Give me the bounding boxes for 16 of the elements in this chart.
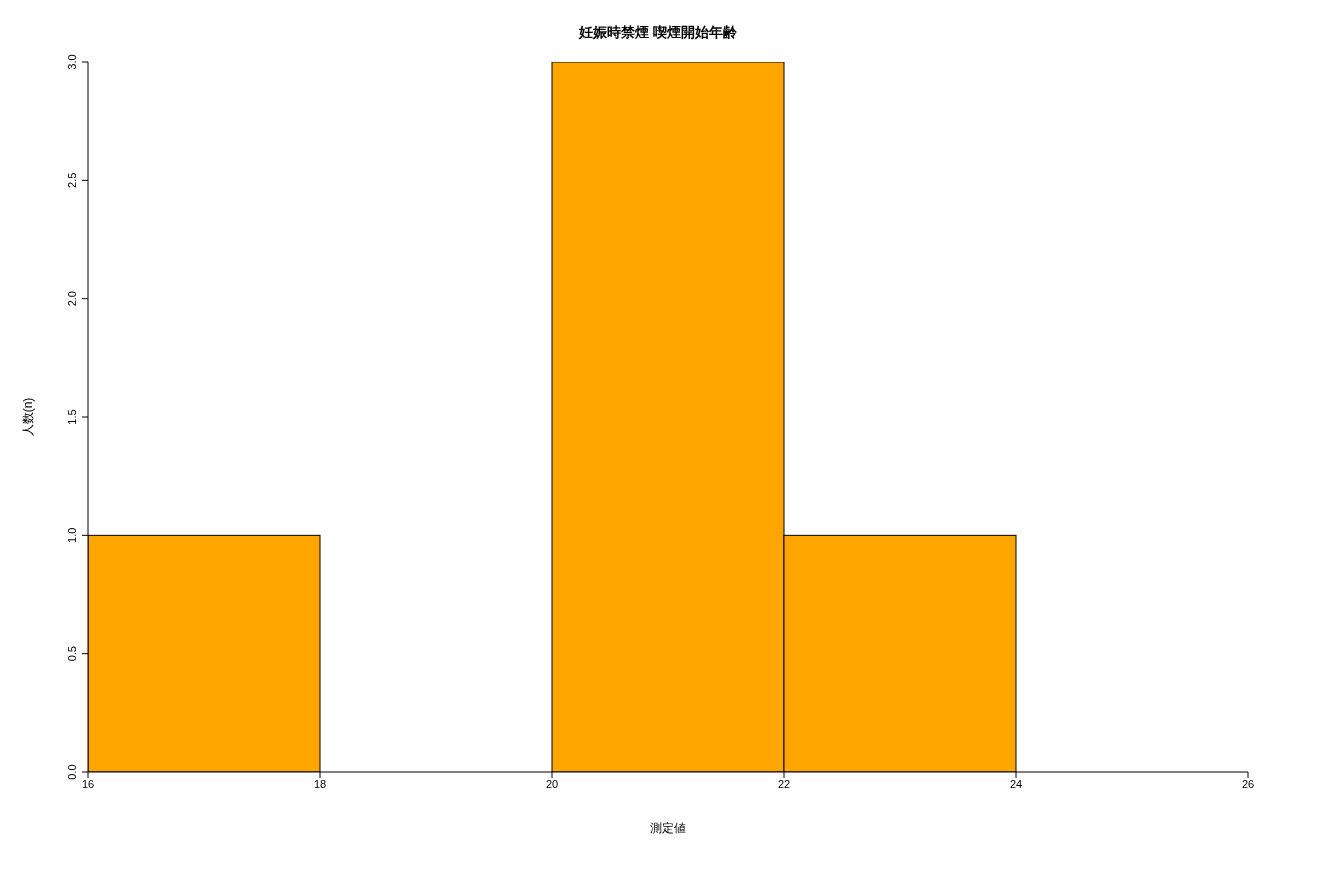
y-tick-label: 2.5: [66, 172, 78, 188]
x-tick-label: 26: [1241, 777, 1255, 790]
x-tick-label: 18: [313, 777, 327, 790]
y-tick-label: 3.0: [66, 54, 78, 70]
y-tick-label: 0.5: [66, 646, 78, 662]
x-tick-label: 20: [545, 777, 559, 790]
y-tick-label: 0.0: [66, 764, 78, 780]
x-tick-label: 22: [777, 777, 791, 790]
x-axis-title: 測定値: [650, 821, 686, 835]
x-tick-label: 24: [1009, 777, 1023, 790]
y-tick-label: 1.5: [66, 409, 78, 425]
x-tick-label: 16: [81, 777, 95, 790]
y-tick-label: 2.0: [66, 291, 78, 307]
y-tick-label: 1.0: [66, 527, 78, 543]
y-axis-title: 人数(n): [21, 397, 36, 437]
chart-title: 妊娠時禁煙 喫煙開始年齢: [578, 23, 738, 42]
